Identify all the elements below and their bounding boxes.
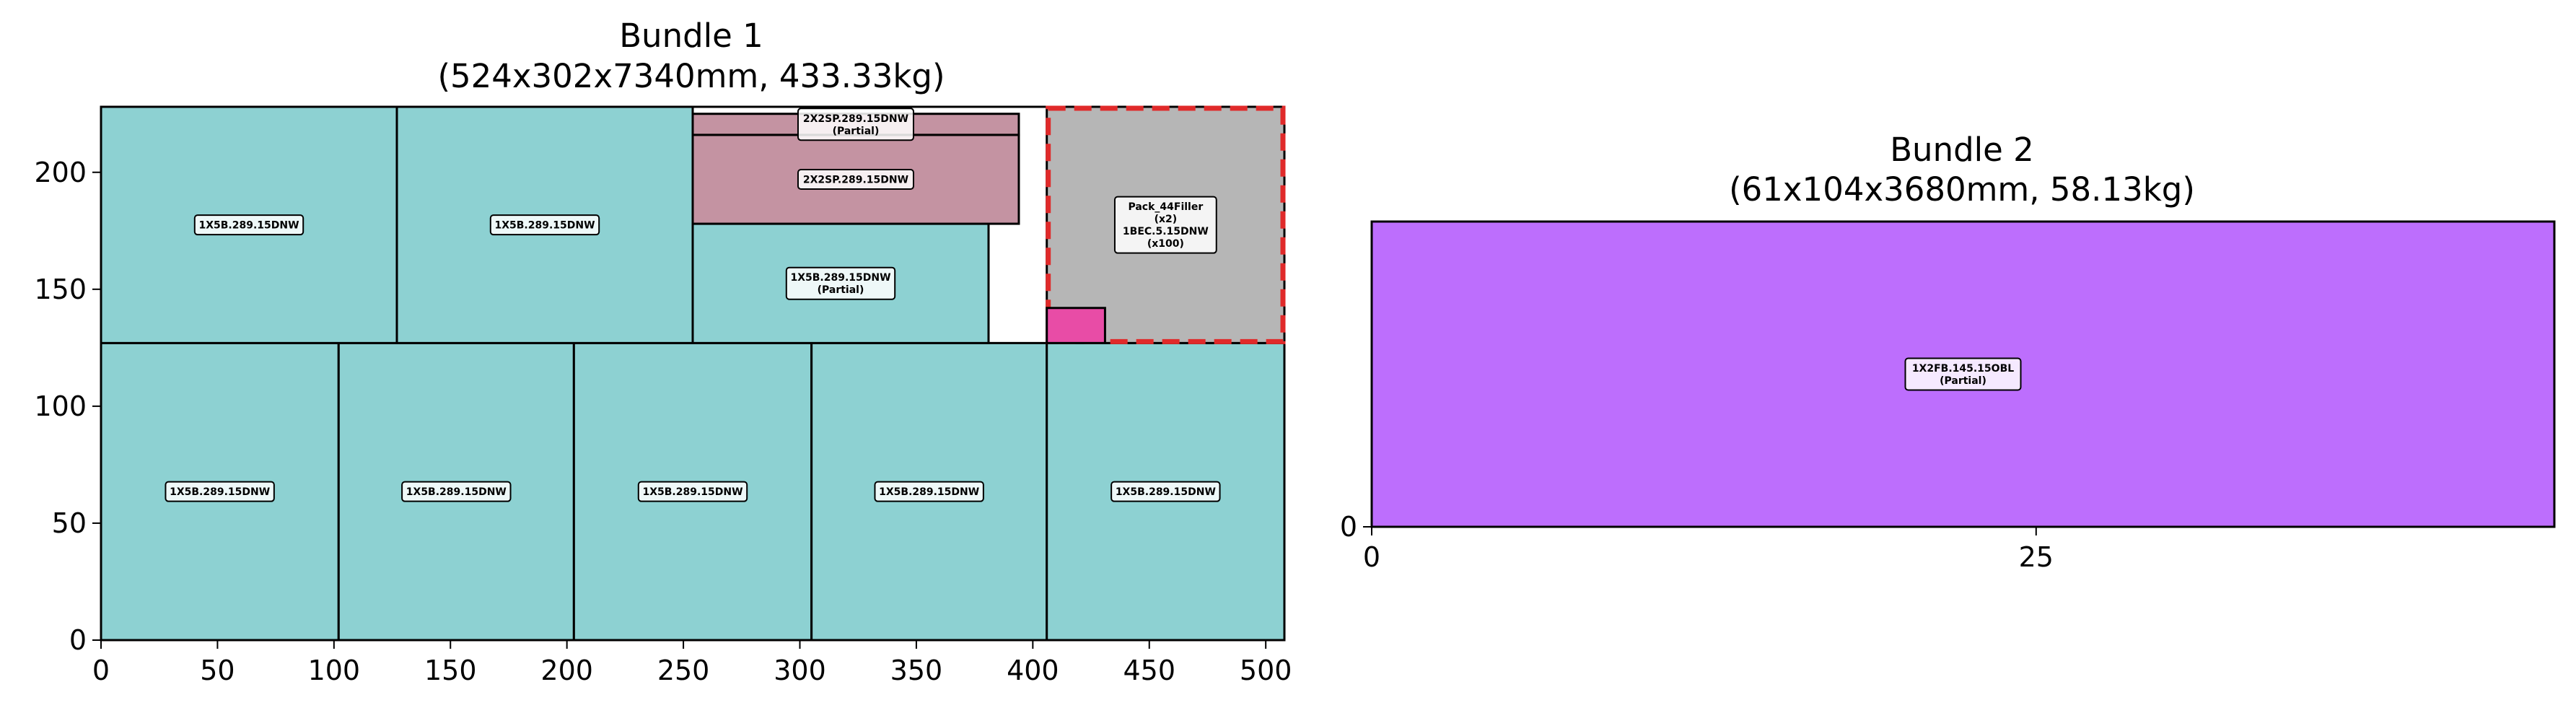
packed-item: 1X5B.289.15DNW	[395, 105, 694, 344]
item-label-line: 1X5B.289.15DNW	[790, 272, 890, 284]
item-label-line: 1X5B.289.15DNW	[879, 486, 979, 498]
packed-item: 2X2SP.289.15DNW	[691, 134, 1020, 225]
x-tick-label: 0	[92, 655, 110, 686]
bundle-2-subtitle: (61x104x3680mm, 58.13kg)	[1729, 170, 2195, 209]
item-label-box	[489, 214, 600, 236]
packed-item: 1X5B.289.15DNW	[1046, 341, 1286, 642]
item-label-line: 1X5B.289.15DNW	[494, 220, 595, 232]
item-label-line: 1X5B.289.15DNW	[406, 486, 507, 498]
item-label-box	[797, 168, 914, 190]
item-label-box	[637, 481, 748, 502]
item-label: Pack_44Filler(x2)1BEC.5.15DNW(x100)	[1113, 196, 1217, 254]
item-label-box	[1113, 196, 1217, 254]
item-label-line: 2X2SP.289.15DNW	[803, 174, 908, 185]
x-tick-label: 50	[200, 655, 235, 686]
item-label-line: 1X5B.289.15DNW	[642, 486, 742, 498]
x-tick-label: 400	[1007, 655, 1059, 686]
bundle-1-subtitle: (524x302x7340mm, 433.33kg)	[437, 57, 945, 95]
item-label-line: 1X5B.289.15DNW	[198, 220, 299, 232]
item-label-box	[1110, 481, 1221, 502]
bundle-1-title: Bundle 1	[619, 17, 763, 55]
item-label-line: (x100)	[1147, 238, 1184, 250]
item-label: 1X5B.289.15DNW	[489, 214, 600, 236]
item-label-line: 1X5B.289.15DNW	[1116, 486, 1216, 498]
packed-item	[1046, 307, 1106, 344]
filler-outline	[1046, 105, 1286, 344]
item-label-box	[1904, 357, 2022, 391]
y-tick-label: 150	[34, 274, 87, 305]
item-label-box	[874, 481, 984, 502]
item-label-box	[785, 266, 896, 300]
item-label: 1X5B.289.15DNW	[165, 481, 275, 502]
packed-item: 1X5B.289.15DNW	[337, 341, 575, 642]
x-tick-label: 350	[890, 655, 943, 686]
item-label-line: 1X5B.289.15DNW	[170, 486, 270, 498]
x-tick-label: 500	[1240, 655, 1292, 686]
item-label: 1X5B.289.15DNW	[193, 214, 305, 236]
item-label-line: 2X2SP.289.15DNW	[803, 113, 908, 125]
y-tick-label: 0	[1340, 511, 1357, 543]
item-label-line: (Partial)	[818, 284, 864, 296]
item-label-line: Pack_44Filler	[1128, 201, 1203, 213]
item-label-line: 1BEC.5.15DNW	[1123, 226, 1209, 237]
item-label-line: (Partial)	[833, 126, 880, 137]
y-tick-label: 200	[34, 157, 87, 188]
y-tick-label: 0	[69, 624, 87, 656]
item-label: 1X5B.289.15DNW	[401, 481, 512, 502]
item-label-line: (x2)	[1155, 214, 1178, 225]
item-label-box	[165, 481, 275, 502]
item-label: 2X2SP.289.15DNW	[797, 168, 914, 190]
item-label-box	[193, 214, 305, 236]
item-label-box	[797, 108, 914, 141]
packed-item: Pack_44Filler(x2)1BEC.5.15DNW(x100)	[1046, 105, 1286, 344]
item-label: 1X2FB.145.15OBL(Partial)	[1904, 357, 2022, 391]
item-label: 1X5B.289.15DNW(Partial)	[785, 266, 896, 300]
x-tick-label: 250	[657, 655, 710, 686]
x-tick-label: 450	[1123, 655, 1175, 686]
bundle-1-panel: Bundle 1 (524x302x7340mm, 433.33kg) 1X5B…	[34, 17, 1292, 686]
item-label: 1X5B.289.15DNW	[637, 481, 748, 502]
packed-item-rect	[1046, 307, 1106, 344]
x-tick-label: 300	[774, 655, 826, 686]
item-label-line: (Partial)	[1940, 375, 1986, 387]
packed-item: 1X5B.289.15DNW(Partial)	[691, 222, 990, 344]
packed-item: 1X5B.289.15DNW	[572, 341, 813, 642]
x-tick-label: 200	[540, 655, 593, 686]
packed-item: 1X5B.289.15DNW	[100, 341, 340, 642]
item-label: 1X5B.289.15DNW	[874, 481, 984, 502]
packed-item: 1X5B.289.15DNW	[810, 341, 1048, 642]
packed-item: 2X2SP.289.15DNW(Partial)	[691, 108, 1020, 141]
packed-item: 1X5B.289.15DNW	[100, 105, 398, 344]
x-tick-label: 100	[308, 655, 361, 686]
bundle-2-panel: Bundle 2 (61x104x3680mm, 58.13kg) 1X2FB.…	[1340, 131, 2556, 573]
item-label-box	[401, 481, 512, 502]
item-label: 1X5B.289.15DNW	[1110, 481, 1221, 502]
item-label: 2X2SP.289.15DNW(Partial)	[797, 108, 914, 141]
y-tick-label: 100	[34, 390, 87, 422]
packed-item: 1X2FB.145.15OBL(Partial)	[1370, 220, 2556, 528]
y-tick-label: 50	[52, 507, 87, 539]
item-label-line: 1X2FB.145.15OBL	[1912, 363, 2014, 375]
x-tick-label: 25	[2019, 541, 2054, 573]
x-tick-label: 150	[424, 655, 477, 686]
bundle-2-title: Bundle 2	[1890, 131, 2034, 169]
x-tick-label: 0	[1363, 541, 1380, 573]
